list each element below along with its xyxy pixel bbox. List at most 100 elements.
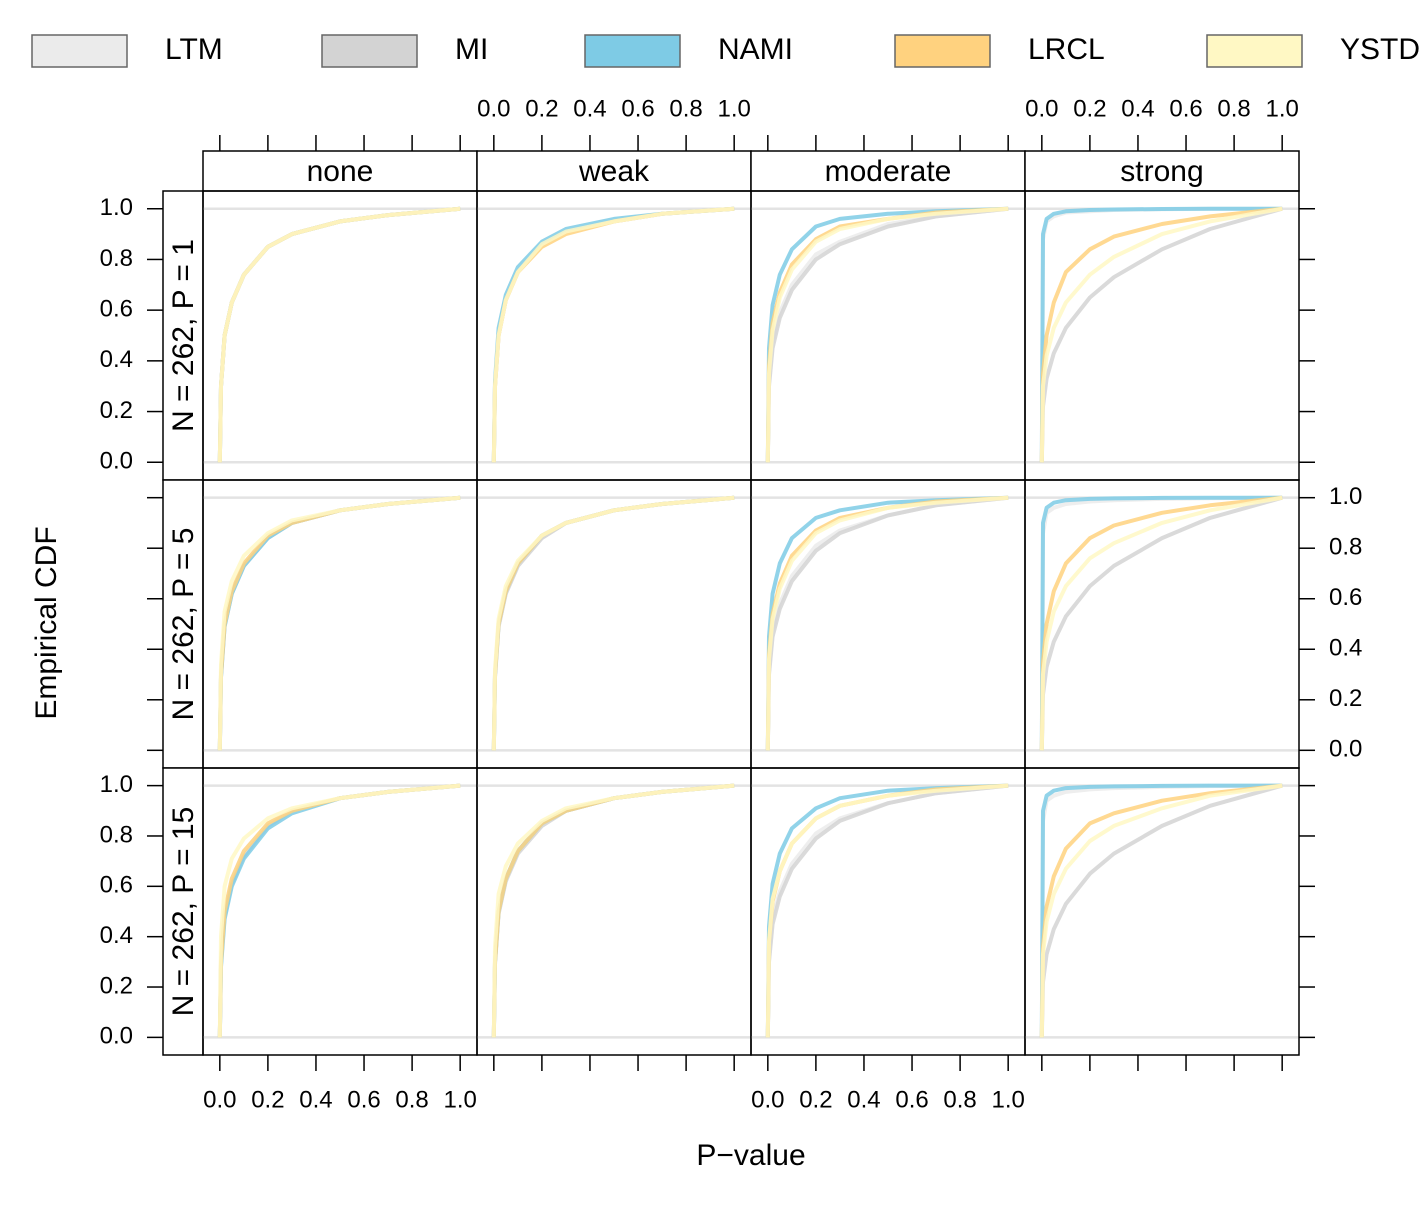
ecdf-line: [765, 206, 1009, 463]
ecdf-line: [491, 495, 735, 751]
ecdf-line: [217, 783, 461, 1038]
ecdf-line: [491, 783, 735, 1038]
ecdf-line: [491, 495, 735, 751]
ecdf-line: [491, 206, 735, 463]
ecdf-line: [491, 206, 735, 463]
ecdf-line: [491, 783, 735, 1038]
x-tick-label: 1.0: [991, 1086, 1024, 1113]
strip-label: N = 262, P = 5: [167, 528, 200, 721]
ecdf-line: [217, 783, 461, 1038]
panel-frame: [202, 479, 478, 769]
strip: [202, 150, 478, 192]
strip-label: weak: [578, 155, 650, 188]
x-tick-label: 0.4: [1121, 95, 1154, 122]
x-tick-label: 0.2: [525, 95, 558, 122]
ecdf-line: [217, 206, 461, 463]
ecdf-line: [765, 783, 1009, 1038]
y-tick-label: 1.0: [1329, 483, 1362, 510]
ecdf-line: [491, 495, 735, 751]
y-tick-label: 1.0: [100, 194, 133, 221]
ecdf-line: [491, 783, 735, 1038]
y-tick-label: 0.8: [1329, 534, 1362, 561]
ecdf-line: [765, 783, 1009, 1038]
ecdf-line: [765, 783, 1009, 1038]
legend-swatch: [1206, 34, 1303, 68]
y-tick-label: 0.6: [100, 295, 133, 322]
ecdf-line: [217, 495, 461, 751]
strip: [1024, 150, 1300, 192]
ecdf-line: [1039, 783, 1283, 1038]
panel-frame: [1024, 767, 1300, 1056]
panel-frame: [750, 190, 1026, 481]
ecdf-line: [217, 495, 461, 751]
strip: [162, 767, 204, 1056]
strip-label: none: [307, 155, 374, 188]
ecdf-line: [1039, 783, 1283, 1038]
ecdf-line: [491, 206, 735, 463]
ecdf-line: [1039, 495, 1283, 751]
legend-label: LTM: [165, 33, 223, 66]
panel-frame: [476, 190, 752, 481]
y-tick-label: 0.6: [100, 872, 133, 899]
legend-swatch: [894, 34, 991, 68]
legend-label: YSTD: [1340, 33, 1420, 66]
ecdf-line: [491, 783, 735, 1038]
ecdf-line: [217, 206, 461, 463]
ecdf-line: [765, 495, 1009, 751]
x-tick-label: 0.0: [477, 95, 510, 122]
legend-swatch: [584, 34, 681, 68]
y-tick-label: 0.0: [1329, 736, 1362, 763]
legend-label: MI: [455, 33, 488, 66]
ecdf-line: [765, 495, 1009, 751]
x-tick-label: 1.0: [1265, 95, 1298, 122]
ecdf-line: [765, 206, 1009, 463]
ecdf-line: [1039, 783, 1283, 1038]
ecdf-line: [1039, 495, 1283, 751]
y-tick-label: 0.8: [100, 821, 133, 848]
strip: [162, 479, 204, 769]
ecdf-line: [1039, 206, 1283, 463]
x-tick-label: 0.0: [203, 1086, 236, 1113]
panel-frame: [750, 767, 1026, 1056]
ecdf-line: [491, 783, 735, 1038]
y-tick-label: 0.0: [100, 448, 133, 475]
y-tick-label: 0.8: [100, 245, 133, 272]
y-axis-label: Empirical CDF: [30, 526, 63, 719]
ecdf-line: [217, 495, 461, 751]
strip: [750, 150, 1026, 192]
y-tick-label: 0.2: [100, 397, 133, 424]
y-tick-label: 0.6: [1329, 584, 1362, 611]
panel-frame: [750, 479, 1026, 769]
strip-label: strong: [1120, 155, 1203, 188]
ecdf-line: [1039, 206, 1283, 463]
ecdf-line: [1039, 495, 1283, 751]
x-tick-label: 0.6: [347, 1086, 380, 1113]
ecdf-line: [217, 783, 461, 1038]
ecdf-line: [491, 495, 735, 751]
strip-label: N = 262, P = 15: [167, 807, 200, 1017]
x-tick-label: 0.6: [621, 95, 654, 122]
ecdf-line: [1039, 783, 1283, 1038]
ecdf-line: [217, 206, 461, 463]
ecdf-line: [765, 206, 1009, 463]
ecdf-line: [1039, 206, 1283, 463]
x-tick-label: 0.8: [1217, 95, 1250, 122]
ecdf-line: [1039, 783, 1283, 1038]
x-tick-label: 0.6: [1169, 95, 1202, 122]
ecdf-line: [217, 783, 461, 1038]
ecdf-line: [765, 206, 1009, 463]
ecdf-line: [1039, 206, 1283, 463]
ecdf-line: [1039, 495, 1283, 751]
x-tick-label: 0.8: [395, 1086, 428, 1113]
x-tick-label: 0.4: [299, 1086, 332, 1113]
panel-frame: [202, 767, 478, 1056]
legend-label: NAMI: [718, 33, 793, 66]
y-tick-label: 0.2: [100, 972, 133, 999]
ecdf-line: [765, 783, 1009, 1038]
x-tick-label: 0.8: [943, 1086, 976, 1113]
x-tick-label: 0.2: [799, 1086, 832, 1113]
ecdf-line: [765, 495, 1009, 751]
legend-swatch: [321, 34, 418, 68]
x-tick-label: 0.2: [1073, 95, 1106, 122]
